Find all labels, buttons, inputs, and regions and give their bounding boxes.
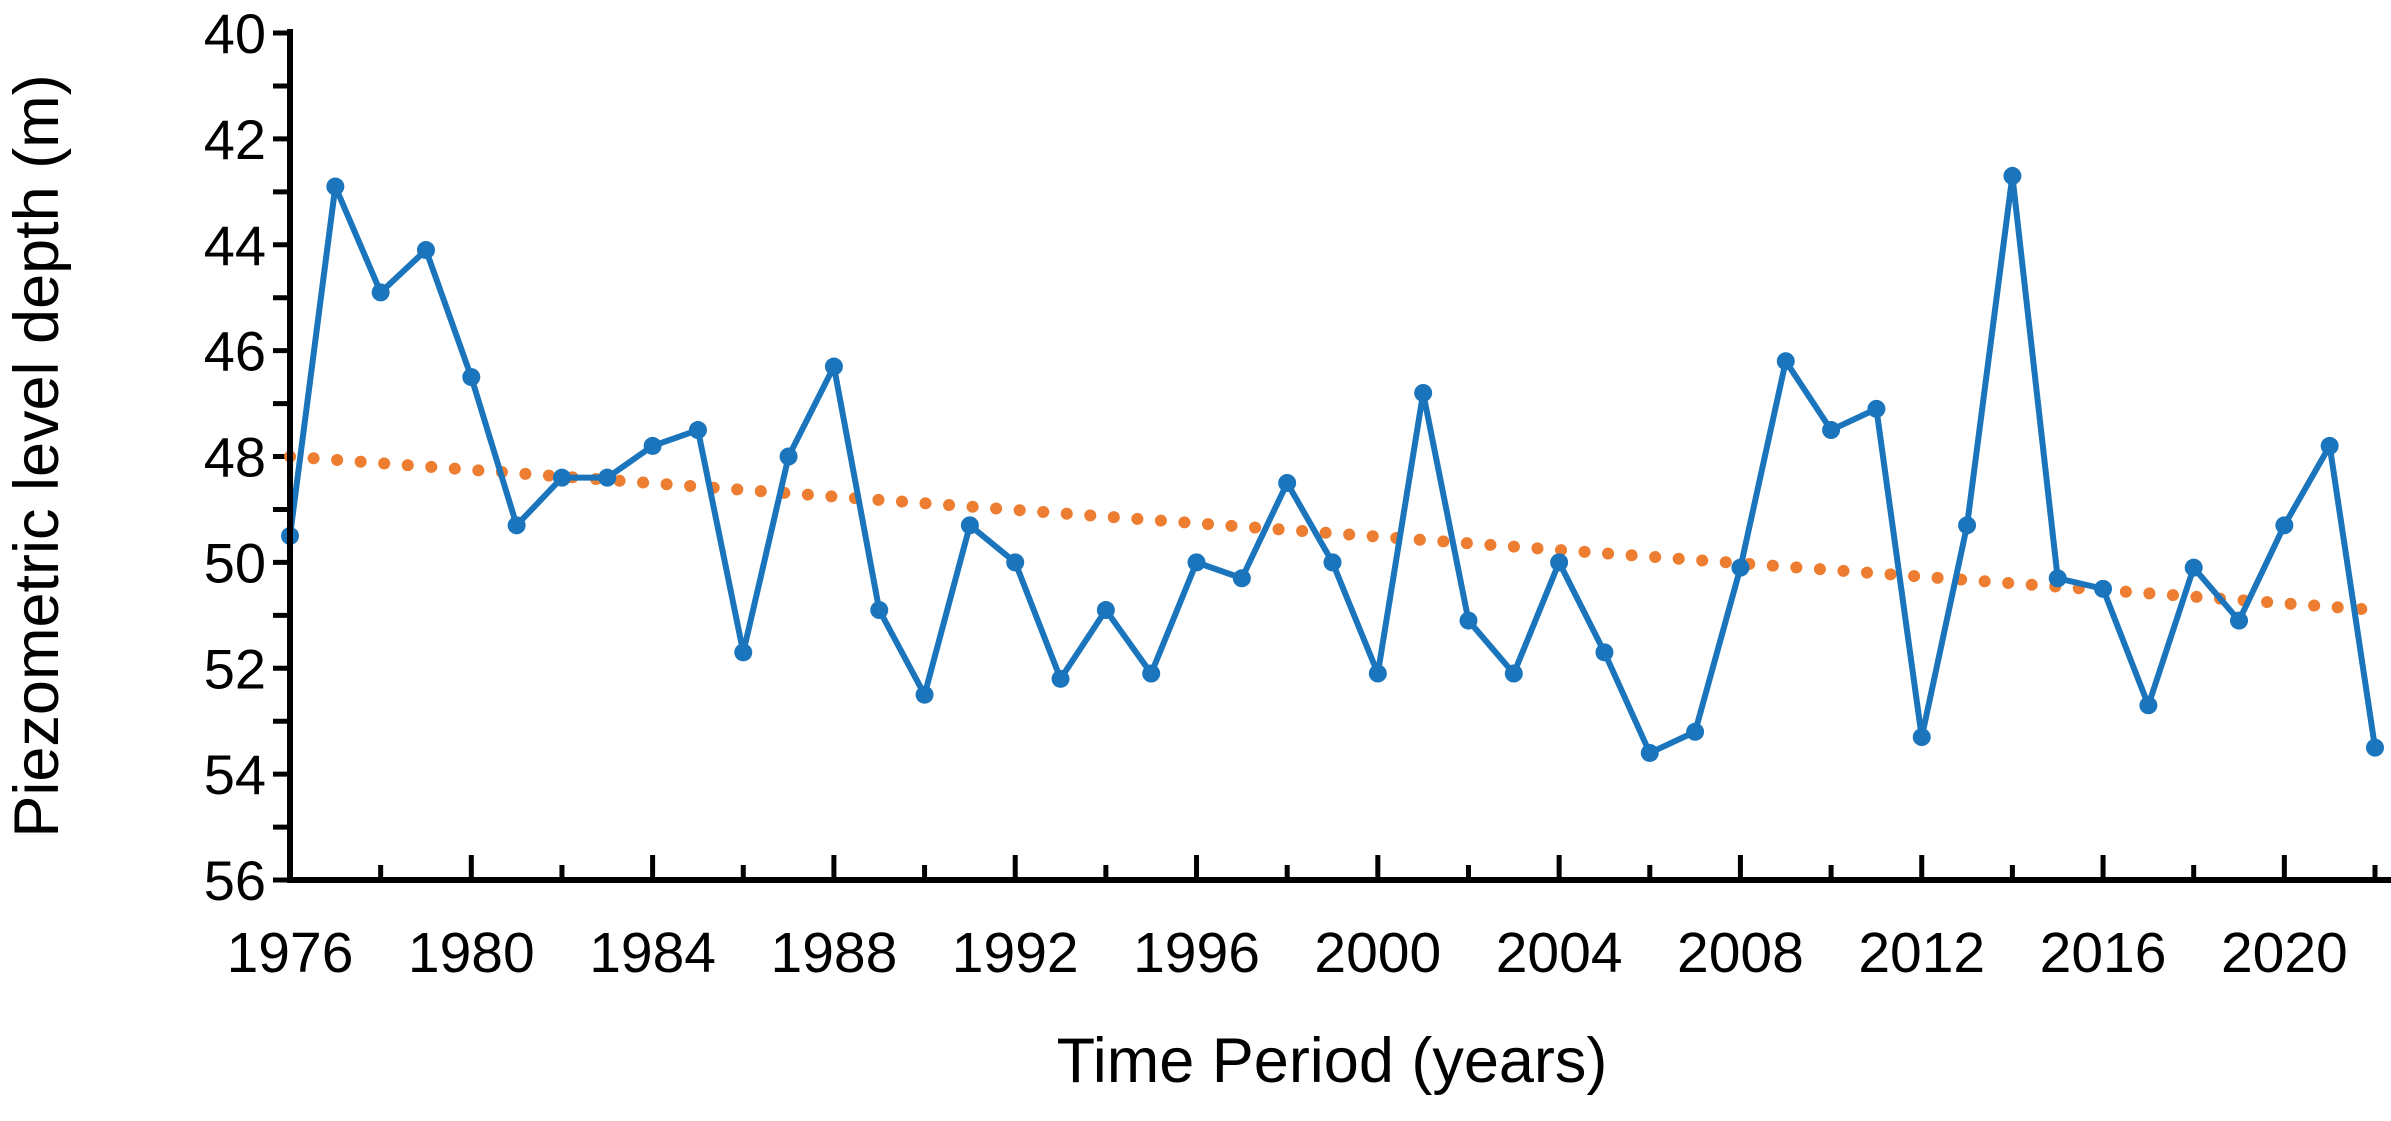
x-tick-label: 1996 — [1133, 921, 1260, 985]
data-point-marker — [960, 516, 979, 535]
data-point-marker — [1187, 553, 1206, 572]
trendline-layer — [284, 450, 2381, 617]
data-point-marker — [1278, 473, 1297, 492]
data-point-marker — [1640, 743, 1659, 762]
x-tick-label: 2012 — [1858, 921, 1985, 985]
x-tick-label: 1992 — [952, 921, 1079, 985]
y-tick-label: 48 — [204, 426, 266, 489]
data-point-marker — [824, 357, 843, 376]
data-point-marker — [2184, 558, 2203, 577]
data-point-marker — [779, 447, 798, 466]
data-point-marker — [507, 516, 526, 535]
x-tick-label: 1980 — [408, 921, 535, 985]
data-point-marker — [371, 283, 390, 302]
x-tick-label: 1988 — [771, 921, 898, 985]
y-tick-label: 52 — [204, 637, 266, 700]
x-tick-label: 2004 — [1496, 921, 1623, 985]
y-axis-title: Piezometric level depth (m) — [2, 74, 72, 837]
y-tick-label: 46 — [204, 320, 266, 383]
x-axis-title: Time Period (years) — [1057, 1026, 1608, 1096]
data-point-marker — [1912, 728, 1931, 747]
data-series-layer — [281, 166, 2384, 762]
y-tick-label: 42 — [204, 108, 266, 171]
data-point-marker — [2275, 516, 2294, 535]
trendline — [284, 450, 2381, 617]
data-point-marker — [1142, 664, 1161, 683]
data-point-marker — [1006, 553, 1025, 572]
data-point-marker — [1323, 553, 1342, 572]
x-tick-label: 2016 — [2040, 921, 2167, 985]
data-point-marker — [1550, 553, 1569, 572]
x-tick-label: 2000 — [1314, 921, 1441, 985]
data-point-marker — [1051, 669, 1070, 688]
data-point-marker — [1595, 643, 1614, 662]
data-point-marker — [1504, 664, 1523, 683]
axis-tick-labels-layer: 40 42 44 46 48 50 52 54 56 1976 1980 1984 1988 1992 19… — [204, 2, 2348, 985]
data-point-marker — [734, 643, 753, 662]
y-tick-label: 40 — [204, 2, 266, 65]
axis-lines-layer — [287, 29, 2391, 883]
data-point-marker — [2320, 436, 2339, 455]
data-point-marker — [2003, 166, 2022, 185]
data-point-marker — [915, 685, 934, 704]
data-point-marker — [643, 436, 662, 455]
data-point-marker — [1459, 611, 1478, 630]
series-line — [287, 172, 2378, 756]
data-point-marker — [1867, 399, 1886, 418]
data-point-marker — [2139, 696, 2158, 715]
data-point-marker — [1776, 352, 1795, 371]
data-point-marker — [326, 177, 345, 196]
data-point-marker — [1822, 421, 1841, 440]
x-tick-label: 1984 — [589, 921, 716, 985]
data-point-marker — [416, 241, 435, 260]
data-point-marker — [1096, 601, 1115, 620]
data-point-marker — [598, 468, 617, 487]
data-point-marker — [1958, 516, 1977, 535]
y-tick-label: 44 — [204, 214, 266, 277]
data-point-marker — [2230, 611, 2249, 630]
data-point-marker — [2366, 738, 2384, 757]
x-tick-label: 2020 — [2221, 921, 2348, 985]
data-point-marker — [552, 468, 571, 487]
y-tick-label: 56 — [204, 849, 266, 912]
data-point-marker — [1368, 664, 1387, 683]
data-point-marker — [1232, 569, 1251, 588]
axis-ticks-layer — [273, 30, 2378, 883]
data-point-marker — [1686, 722, 1705, 741]
y-tick-label: 54 — [204, 743, 266, 806]
data-point-marker — [462, 368, 481, 387]
x-tick-label: 2008 — [1677, 921, 1804, 985]
y-tick-label: 50 — [204, 531, 266, 594]
x-tick-label: 1976 — [227, 921, 354, 985]
data-point-marker — [1414, 383, 1433, 402]
data-point-marker — [688, 421, 707, 440]
data-point-marker — [870, 601, 889, 620]
data-point-marker — [2094, 579, 2113, 598]
data-point-marker — [2048, 569, 2067, 588]
data-point-marker — [1731, 558, 1750, 577]
